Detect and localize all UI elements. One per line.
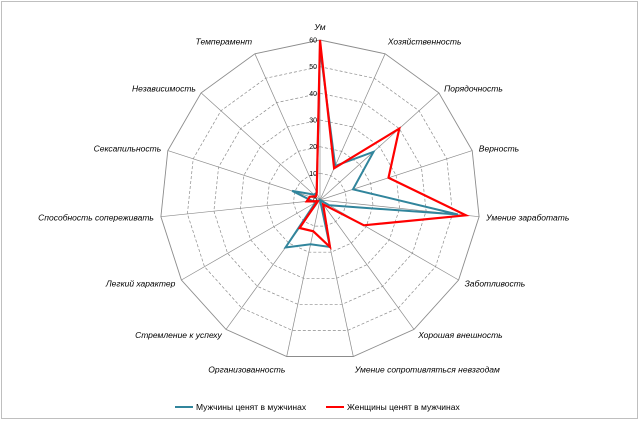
grid-spoke bbox=[200, 92, 321, 201]
category-label: Хозяйственность bbox=[387, 36, 462, 46]
grid-ring bbox=[213, 92, 427, 305]
grid-ring bbox=[240, 119, 400, 279]
grid-spoke bbox=[286, 199, 321, 357]
radar-grid bbox=[160, 39, 480, 357]
grid-ring bbox=[187, 66, 453, 331]
grid-spoke bbox=[254, 53, 321, 201]
grid-spoke bbox=[181, 199, 321, 281]
category-label: Стремление к успеху bbox=[135, 330, 222, 340]
category-label: Заботливость bbox=[465, 279, 526, 289]
tick-label: 10 bbox=[309, 171, 317, 178]
series-line-2 bbox=[297, 39, 470, 251]
category-label: Хорошая внешность bbox=[417, 330, 502, 340]
tick-label: 30 bbox=[309, 118, 317, 125]
category-label: Темперамент bbox=[196, 36, 253, 46]
tick-label: 40 bbox=[309, 91, 317, 98]
category-label: Сексапильность bbox=[94, 143, 162, 153]
category-label: Ум bbox=[313, 22, 325, 32]
legend-label: Женщины ценят в мужчинах bbox=[347, 402, 460, 412]
grid-spoke bbox=[160, 199, 321, 218]
category-label: Верность bbox=[479, 143, 519, 153]
category-label: Умение заработать bbox=[485, 213, 569, 223]
category-label: Способность сопереживать bbox=[38, 213, 154, 223]
legend: Мужчины ценят в мужчинах Женщины ценят в … bbox=[175, 402, 460, 412]
radar-series bbox=[283, 39, 470, 251]
category-label: Организованность bbox=[208, 364, 285, 374]
grid-spoke bbox=[319, 199, 415, 330]
tick-label: 50 bbox=[309, 64, 317, 71]
category-label: Легкий характер bbox=[105, 279, 176, 289]
grid-spoke bbox=[319, 92, 440, 201]
category-label: Порядочность bbox=[444, 83, 503, 93]
grid-spoke bbox=[319, 53, 386, 201]
category-label: Независимость bbox=[132, 83, 196, 93]
series-line-1 bbox=[283, 47, 459, 249]
grid-spoke bbox=[319, 199, 459, 281]
tick-label: 20 bbox=[309, 144, 317, 151]
grid-spoke bbox=[319, 150, 473, 201]
grid-ring bbox=[293, 172, 347, 227]
category-labels: Ум Хозяйственность Порядочность Верность Уме… bbox=[38, 22, 569, 374]
tick-label: 60 bbox=[309, 38, 317, 45]
legend-label: Мужчины ценят в мужчинах bbox=[196, 402, 307, 412]
category-label: Умение сопротивляться невзгодам bbox=[354, 364, 500, 374]
grid-ring bbox=[266, 146, 374, 253]
grid-ring bbox=[160, 39, 480, 357]
